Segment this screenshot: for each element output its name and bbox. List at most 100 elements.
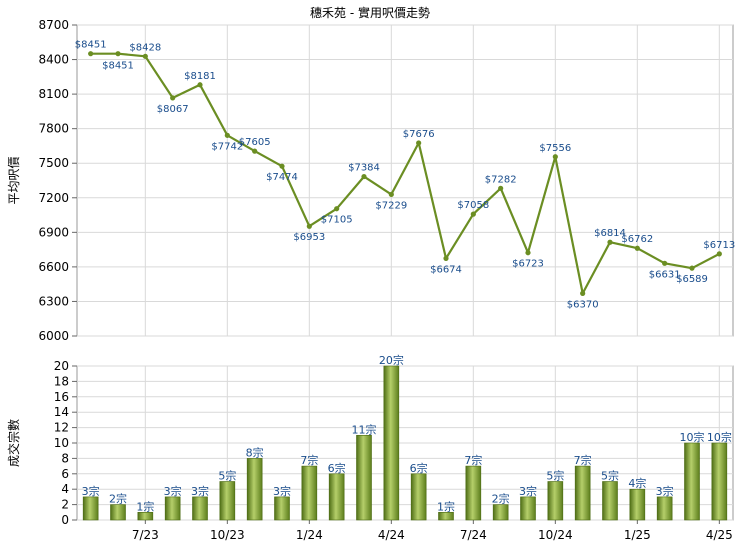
price-point: [416, 140, 422, 146]
price-value-label: $7676: [403, 129, 435, 140]
volume-value-label: 2宗: [492, 492, 510, 506]
price-tick-label-y: 6000: [38, 329, 69, 343]
volume-tick-label-y: 16: [54, 390, 69, 404]
volume-tick-label-x: 4/25: [706, 528, 733, 542]
price-line-panel: 6000 6300 6600 6900 7200 7500 7800 8100 8400 8700…: [7, 18, 735, 343]
volume-value-label: 7宗: [464, 453, 482, 467]
price-value-label: $7105: [321, 215, 353, 226]
volume-bar: [465, 465, 482, 521]
price-tick-label-y: 7800: [38, 122, 69, 136]
price-point: [170, 95, 176, 101]
price-point: [388, 191, 394, 198]
price-value-label: $7384: [348, 163, 380, 174]
volume-bar: [383, 365, 400, 521]
volume-bar: [356, 434, 372, 521]
volume-bar: [602, 481, 618, 521]
volume-tick-label-x: 10/24: [538, 528, 573, 542]
volume-value-label: 10宗: [680, 430, 705, 444]
volume-tick-label-x: 7/23: [132, 528, 159, 542]
volume-value-label: 7宗: [300, 453, 318, 467]
price-point: [662, 260, 668, 266]
volume-value-label: 2宗: [109, 492, 127, 506]
price-point: [279, 163, 285, 169]
volume-tick-label-y: 14: [54, 405, 69, 419]
price-plot-area: [76, 24, 734, 337]
volume-tick-label-y: 18: [54, 374, 69, 388]
volume-value-label: 10宗: [707, 430, 732, 444]
price-tick-label-y: 6300: [38, 294, 69, 308]
volume-value-label: 1宗: [136, 499, 154, 513]
price-point: [607, 239, 613, 245]
chart-title: 穗禾苑 - 實用呎價走勢: [310, 5, 430, 20]
volume-bar: [684, 442, 700, 521]
price-point: [334, 206, 340, 212]
volume-bar: [629, 488, 646, 521]
price-value-label: $7742: [211, 141, 243, 152]
volume-value-label: 3宗: [656, 484, 674, 498]
volume-tick-label-x: 1/24: [296, 528, 323, 542]
price-value-label: $6814: [594, 228, 626, 239]
volume-tick-label-x: 7/24: [460, 528, 487, 542]
volume-tick-label-y: 8: [61, 451, 69, 465]
volume-bar: [438, 511, 454, 521]
price-point: [252, 148, 258, 154]
volume-value-label: 5宗: [218, 469, 236, 483]
volume-value-label: 7宗: [574, 453, 592, 467]
volume-value-label: 6宗: [410, 461, 428, 475]
volume-tick-label-y: 20: [54, 359, 69, 373]
price-point: [580, 290, 586, 296]
volume-tick-label-x: 1/25: [624, 528, 651, 542]
price-tick-label-y: 6900: [38, 225, 69, 239]
volume-value-label: 11宗: [352, 422, 377, 436]
volume-bar: [274, 496, 290, 521]
volume-bar: [192, 496, 208, 521]
volume-bar: [574, 465, 591, 521]
price-value-label: $8428: [129, 42, 161, 53]
volume-y-axis-title: 成交宗數: [6, 419, 21, 467]
volume-bar: [547, 481, 564, 521]
price-tick-label-y: 8400: [38, 53, 69, 67]
price-value-label: $7605: [239, 137, 271, 148]
volume-value-label: 8宗: [246, 445, 264, 459]
volume-value-label: 3宗: [82, 484, 100, 498]
price-point: [470, 211, 476, 217]
volume-bar: [711, 442, 728, 521]
price-value-label: $6953: [293, 232, 325, 243]
price-value-label: $6589: [676, 274, 708, 285]
volume-bar: [520, 496, 536, 521]
price-value-label: $6723: [512, 259, 544, 270]
price-value-label: $8181: [184, 71, 216, 82]
volume-bar: [301, 465, 318, 521]
volume-value-label: 20宗: [379, 353, 404, 367]
volume-tick-label-y: 4: [61, 482, 69, 496]
volume-bar: [110, 504, 126, 521]
price-point: [525, 250, 531, 256]
volume-value-label: 5宗: [546, 469, 564, 483]
price-tick-label-y: 8700: [38, 18, 69, 32]
volume-bar: [137, 511, 154, 521]
volume-tick-label-y: 0: [61, 513, 69, 527]
price-point: [115, 51, 121, 57]
volume-bar: [328, 473, 345, 521]
price-point: [142, 53, 148, 59]
volume-bar: [82, 496, 99, 521]
price-value-label: $6674: [430, 264, 462, 275]
price-value-label: $6631: [649, 269, 681, 280]
volume-bar: [246, 458, 263, 521]
price-point: [88, 51, 94, 57]
price-value-label: $7229: [375, 200, 407, 211]
volume-value-label: 3宗: [273, 484, 291, 498]
price-point: [498, 185, 504, 191]
price-tick-label-y: 8100: [38, 87, 69, 101]
price-value-label: $7058: [457, 200, 489, 211]
volume-tick-label-x: 4/24: [378, 528, 405, 542]
price-value-label: $6713: [703, 240, 735, 251]
price-point: [552, 154, 558, 160]
volume-bar: [164, 496, 181, 521]
volume-value-label: 3宗: [519, 484, 537, 498]
volume-value-label: 6宗: [328, 461, 346, 475]
price-point: [443, 255, 449, 261]
volume-value-label: 3宗: [191, 484, 209, 498]
